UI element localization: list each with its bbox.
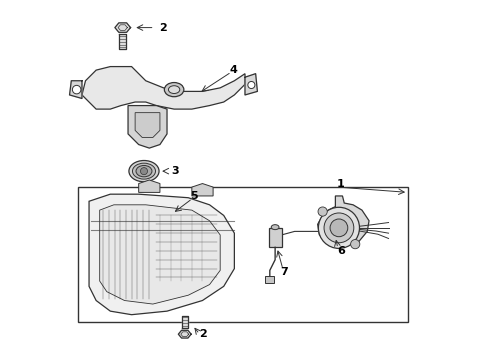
Polygon shape <box>178 330 191 338</box>
Text: 5: 5 <box>190 191 197 201</box>
Polygon shape <box>182 316 188 328</box>
Circle shape <box>73 85 81 94</box>
Polygon shape <box>318 196 369 246</box>
Circle shape <box>330 219 348 237</box>
Circle shape <box>318 207 360 248</box>
Polygon shape <box>135 113 160 138</box>
Text: 3: 3 <box>172 166 179 176</box>
Ellipse shape <box>129 161 159 182</box>
Polygon shape <box>99 205 220 304</box>
Ellipse shape <box>164 82 184 97</box>
Ellipse shape <box>132 163 155 179</box>
Polygon shape <box>70 81 82 99</box>
Bar <box>78 187 408 322</box>
Bar <box>269 228 282 247</box>
Text: 6: 6 <box>337 246 345 256</box>
Polygon shape <box>139 180 160 192</box>
Ellipse shape <box>271 225 279 230</box>
Circle shape <box>248 81 255 89</box>
Polygon shape <box>119 34 126 49</box>
Text: 1: 1 <box>337 179 345 189</box>
Text: 7: 7 <box>280 267 288 277</box>
Text: 2: 2 <box>159 23 167 33</box>
Text: 4: 4 <box>229 65 237 75</box>
Polygon shape <box>115 23 130 32</box>
Circle shape <box>318 207 327 216</box>
Polygon shape <box>82 67 245 109</box>
Circle shape <box>351 239 360 249</box>
Polygon shape <box>192 184 213 196</box>
Polygon shape <box>245 74 257 95</box>
Bar <box>265 276 274 283</box>
Text: 2: 2 <box>199 329 207 339</box>
Circle shape <box>324 213 354 243</box>
Ellipse shape <box>136 166 152 177</box>
Polygon shape <box>89 194 234 315</box>
Ellipse shape <box>169 86 180 94</box>
Circle shape <box>141 168 147 175</box>
Polygon shape <box>128 105 167 148</box>
